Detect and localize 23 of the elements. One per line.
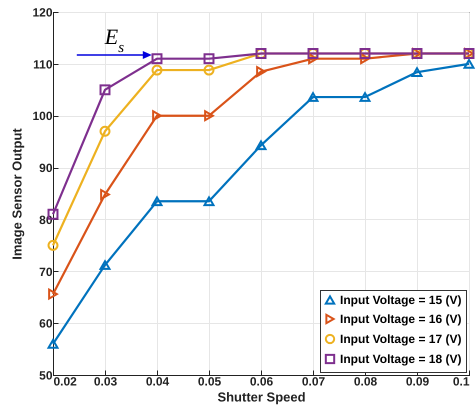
y-axis-title: Image Sensor Output [9, 128, 24, 260]
y-tick-label: 60 [39, 316, 53, 331]
x-tick-label: 0.1 [452, 374, 470, 388]
y-tick-label: 70 [39, 264, 53, 279]
legend-label: Input Voltage = 17 (V) [340, 332, 462, 346]
y-tick-label: 120 [32, 6, 53, 20]
x-tick-label: 0.06 [250, 374, 274, 388]
x-tick-label: 0.05 [198, 374, 222, 388]
x-tick-label: 0.09 [406, 374, 430, 388]
legend-label: Input Voltage = 16 (V) [340, 312, 462, 326]
legend-label: Input Voltage = 18 (V) [340, 352, 462, 366]
x-tick-label: 0.08 [354, 374, 378, 388]
x-tick-label: 0.07 [302, 374, 326, 388]
x-tick-label: 0.04 [146, 374, 170, 388]
x-tick-label: 0.02 [54, 374, 78, 388]
y-tick-label: 50 [39, 368, 53, 382]
annotation: E$_{s}$ [104, 24, 124, 56]
x-tick-label: 0.03 [94, 374, 118, 388]
y-tick-label: 110 [33, 57, 53, 72]
x-axis-title: Shutter Speed [217, 390, 306, 404]
y-tick-label: 90 [39, 161, 53, 176]
legend-label: Input Voltage = 15 (V) [340, 293, 462, 307]
y-tick-label: 100 [32, 109, 53, 124]
